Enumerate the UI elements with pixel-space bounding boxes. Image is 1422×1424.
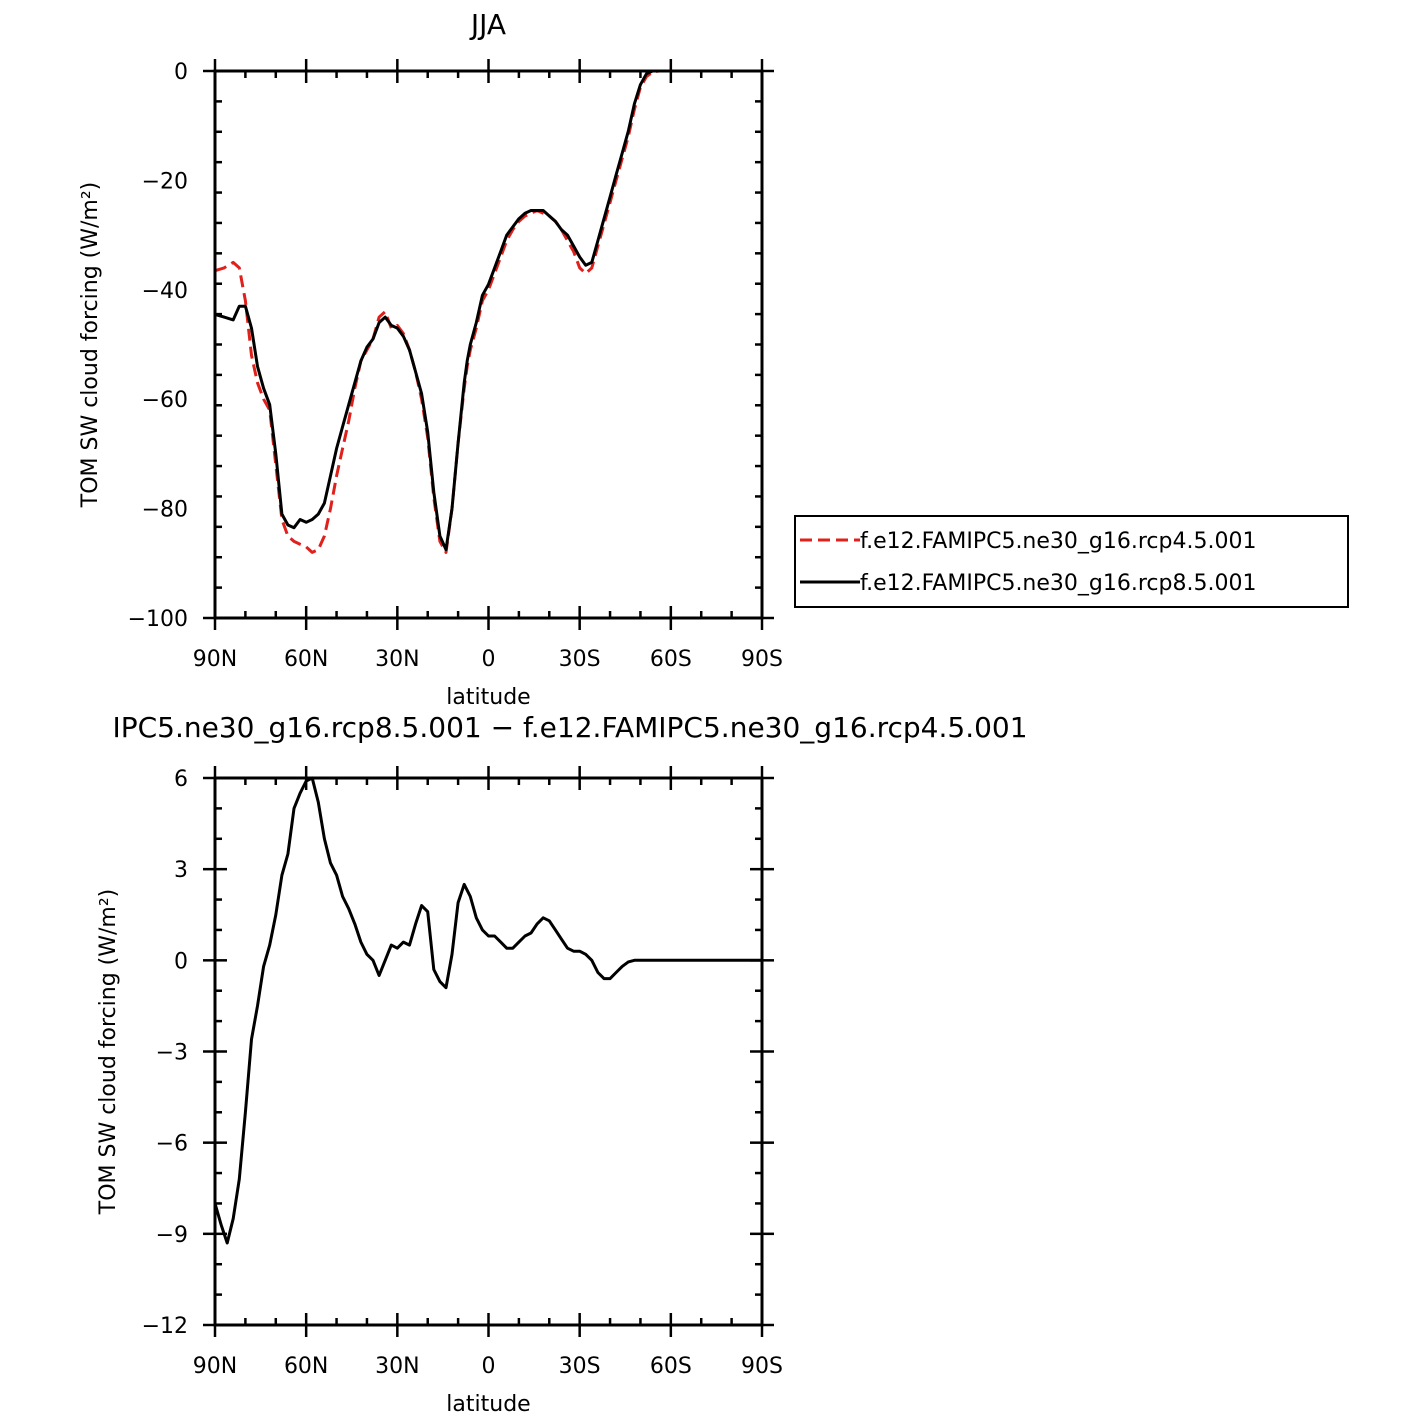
x-tick-label: 0	[482, 1354, 496, 1379]
y-tick-label: −40	[142, 279, 188, 304]
series-line-2	[215, 69, 762, 552]
x-tick-label: 60S	[650, 647, 692, 672]
legend: f.e12.FAMIPC5.ne30_g16.rcp4.5.001 f.e12.F…	[794, 515, 1349, 608]
x-tick-label: 30N	[375, 1354, 419, 1379]
series-line-1	[215, 69, 762, 554]
x-tick-label: 90N	[193, 647, 237, 672]
series-group	[215, 776, 762, 1245]
y-axis-label: TOM SW cloud forcing (W/m²)	[78, 182, 103, 508]
x-axis-label: latitude	[446, 685, 530, 710]
y-tick-label: −20	[142, 169, 188, 194]
chart-title: JJA	[469, 8, 506, 41]
x-tick-label: 90N	[193, 1354, 237, 1379]
chart-title: IPC5.ne30_g16.rcp8.5.001 − f.e12.FAMIPC5…	[112, 711, 1027, 744]
x-axis-label: latitude	[446, 1392, 530, 1417]
y-tick-label: 0	[174, 949, 188, 974]
x-tick-label: 0	[482, 647, 496, 672]
x-tick-label: 30S	[559, 647, 601, 672]
y-tick-label: −80	[142, 498, 188, 523]
y-tick-label: −6	[156, 1132, 188, 1157]
plot-frame	[213, 69, 764, 620]
y-axis-label: TOM SW cloud forcing (W/m²)	[96, 889, 121, 1215]
y-tick-label: −3	[156, 1041, 188, 1066]
y-tick-label: 3	[174, 858, 188, 883]
series-line-1	[215, 776, 762, 1245]
y-tick-label: 6	[174, 767, 188, 792]
y-tick-label: −100	[128, 607, 188, 632]
y-tick-label: −60	[142, 388, 188, 413]
legend-box	[794, 515, 1349, 608]
y-tick-label: −12	[142, 1314, 188, 1339]
plot-frame	[213, 776, 764, 1327]
x-tick-label: 60N	[284, 647, 328, 672]
x-tick-label: 90S	[741, 647, 783, 672]
legend-entry-1: f.e12.FAMIPC5.ne30_g16.rcp4.5.001	[860, 529, 1256, 554]
x-tick-label: 60S	[650, 1354, 692, 1379]
chart-panel-1: JJA 90N 60N 30N 0 30S 60S 90S 0 −20 −40 −60 −80 −100 l…	[78, 8, 1349, 710]
legend-entry-2: f.e12.FAMIPC5.ne30_g16.rcp8.5.001	[860, 571, 1256, 596]
x-tick-label: 30N	[375, 647, 419, 672]
x-tick-label: 90S	[741, 1354, 783, 1379]
y-tick-label: 0	[174, 60, 188, 85]
chart-panel-2: IPC5.ne30_g16.rcp8.5.001 − f.e12.FAMIPC5…	[96, 711, 1028, 1417]
x-tick-label: 60N	[284, 1354, 328, 1379]
y-tick-label: −9	[156, 1223, 188, 1248]
series-group	[215, 69, 762, 554]
x-tick-label: 30S	[559, 1354, 601, 1379]
